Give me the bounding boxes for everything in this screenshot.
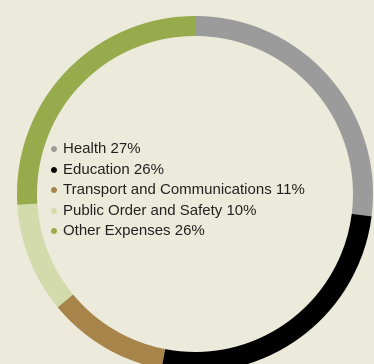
legend-label-education: Education: [63, 160, 130, 178]
legend-swatch-other: [51, 228, 57, 235]
legend-label-other: Other Expenses: [63, 222, 171, 239]
legend-swatch-public-order: [51, 207, 57, 214]
legend-item-education: Education 26%: [51, 160, 305, 181]
legend-swatch-transport: [51, 187, 57, 194]
legend-label-transport: Transport and Communications: [63, 181, 272, 198]
donut-slice-education: [17, 16, 373, 364]
legend-item-other: Other Expenses 26%: [51, 221, 305, 242]
legend-value-transport: 11%: [275, 181, 305, 198]
donut-slice-other: [17, 16, 373, 364]
legend-value-health: 27%: [110, 140, 141, 157]
legend-item-public-order: Public Order and Safety 10%: [51, 201, 305, 222]
legend-swatch-health: [51, 146, 57, 153]
chart-legend: Health 27% Education 26% Transport and C…: [51, 139, 305, 242]
legend-item-transport: Transport and Communications 11%: [51, 180, 305, 201]
legend-label-public-order: Public Order and Safety: [63, 201, 223, 219]
legend-label-health: Health: [63, 140, 107, 157]
legend-value-other: 26%: [174, 222, 205, 239]
legend-swatch-education: [51, 166, 57, 173]
legend-value-public-order: 10%: [226, 201, 257, 219]
legend-value-education: 26%: [133, 160, 164, 178]
legend-item-health: Health 27%: [51, 139, 305, 160]
